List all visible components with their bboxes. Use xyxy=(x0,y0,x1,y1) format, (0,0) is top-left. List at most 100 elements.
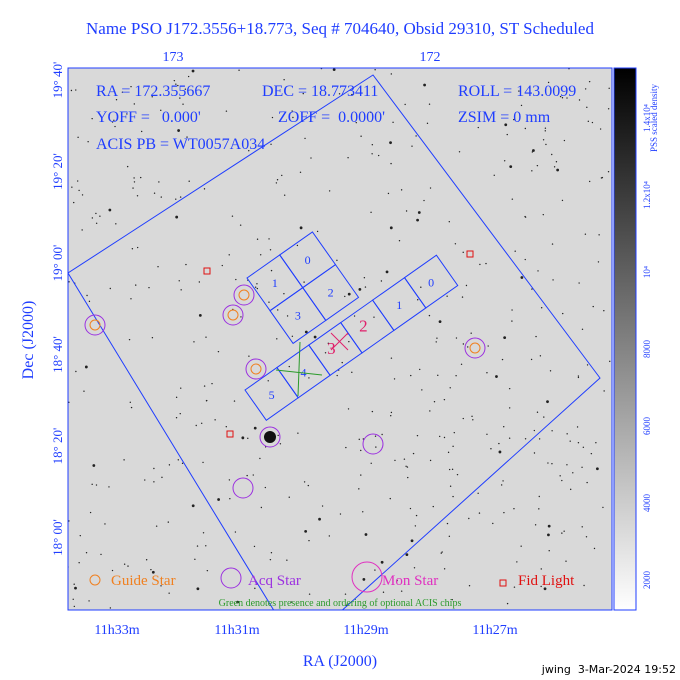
field-star xyxy=(328,535,331,537)
axes: 173 172 11h33m 11h31m 11h29m 11h27m RA (… xyxy=(20,50,518,670)
field-star xyxy=(228,254,230,256)
bottom-tick: 11h33m xyxy=(94,623,139,638)
field-star xyxy=(419,368,421,371)
field-star xyxy=(362,577,366,581)
field-star xyxy=(569,440,571,442)
field-star xyxy=(462,251,464,254)
field-star xyxy=(452,445,454,448)
field-star xyxy=(591,121,594,124)
field-star xyxy=(572,472,574,474)
field-star xyxy=(426,122,429,125)
field-star xyxy=(206,399,208,402)
field-star xyxy=(403,458,406,460)
field-star xyxy=(347,157,349,159)
field-star xyxy=(252,474,254,476)
left-tick: 19° 20' xyxy=(50,153,65,190)
left-tick: 18° 20' xyxy=(50,428,65,465)
field-star xyxy=(158,181,160,183)
field-star xyxy=(595,467,599,471)
field-star xyxy=(577,376,580,379)
field-star xyxy=(256,238,259,240)
chip-label: 4 xyxy=(301,365,307,379)
field-star xyxy=(108,486,110,488)
chip xyxy=(302,263,360,322)
acq-circle xyxy=(84,314,106,336)
field-star xyxy=(409,507,412,510)
field-star xyxy=(68,401,70,404)
field-star xyxy=(203,385,206,387)
field-star xyxy=(561,199,564,202)
field-star xyxy=(540,585,542,588)
field-star xyxy=(394,459,396,462)
field-star xyxy=(544,130,546,132)
field-star xyxy=(586,106,588,109)
field-star xyxy=(406,466,409,468)
colorbar-tick: 4000 xyxy=(642,494,652,513)
field-star xyxy=(167,521,170,523)
field-star xyxy=(88,600,90,602)
field-star xyxy=(240,316,242,318)
field-star xyxy=(91,217,94,219)
field-star xyxy=(269,249,272,251)
field-star xyxy=(537,270,539,272)
field-star xyxy=(603,390,605,392)
field-star xyxy=(509,165,513,169)
field-star xyxy=(81,194,84,196)
field-star xyxy=(221,264,223,267)
field-star xyxy=(81,229,83,231)
field-star xyxy=(547,81,550,84)
field-star xyxy=(585,536,588,538)
field-star xyxy=(407,476,409,479)
colorbar-tick: 6000 xyxy=(642,417,652,436)
field-star xyxy=(472,419,474,421)
field-star xyxy=(85,552,88,554)
field-star xyxy=(380,280,383,282)
field-star xyxy=(129,401,131,403)
colorbar-tick: 8000 xyxy=(642,340,652,359)
field-star xyxy=(436,337,438,339)
field-star xyxy=(381,433,383,436)
fid-light xyxy=(226,430,234,438)
left-tick: 19° 00' xyxy=(50,245,65,282)
field-star xyxy=(225,110,228,112)
guide-stars xyxy=(84,250,486,499)
field-star xyxy=(438,320,442,323)
field-star xyxy=(599,128,602,130)
field-star xyxy=(71,186,73,188)
field-star xyxy=(276,179,279,181)
field-star xyxy=(196,587,200,591)
field-star xyxy=(563,139,566,142)
field-star xyxy=(68,281,70,283)
field-star xyxy=(206,569,209,572)
field-star xyxy=(87,140,89,143)
field-star xyxy=(299,171,302,173)
field-star xyxy=(347,408,350,410)
field-star xyxy=(410,539,414,543)
field-star xyxy=(195,424,197,427)
field-star xyxy=(423,83,426,87)
field-star xyxy=(291,335,294,337)
field-star xyxy=(332,68,336,72)
field-star xyxy=(86,294,88,297)
field-star xyxy=(235,278,237,281)
field-star xyxy=(578,282,580,284)
field-star xyxy=(503,160,506,162)
field-star xyxy=(115,99,118,101)
chip-label: 2 xyxy=(328,286,334,300)
acq-circle xyxy=(245,358,267,380)
info-text: ACIS PB = WT0057A034 xyxy=(96,136,265,153)
field-star xyxy=(538,508,540,510)
field-star xyxy=(140,130,143,133)
field-star xyxy=(588,80,591,83)
legend-fid xyxy=(499,579,507,587)
field-star xyxy=(415,135,417,137)
bottom-tick: 11h31m xyxy=(214,623,259,638)
field-star xyxy=(542,213,544,216)
field-star xyxy=(308,593,311,595)
field-star xyxy=(587,120,590,123)
field-star xyxy=(78,562,80,564)
field-star xyxy=(130,85,132,88)
field-star xyxy=(531,288,533,290)
field-star xyxy=(382,591,385,593)
